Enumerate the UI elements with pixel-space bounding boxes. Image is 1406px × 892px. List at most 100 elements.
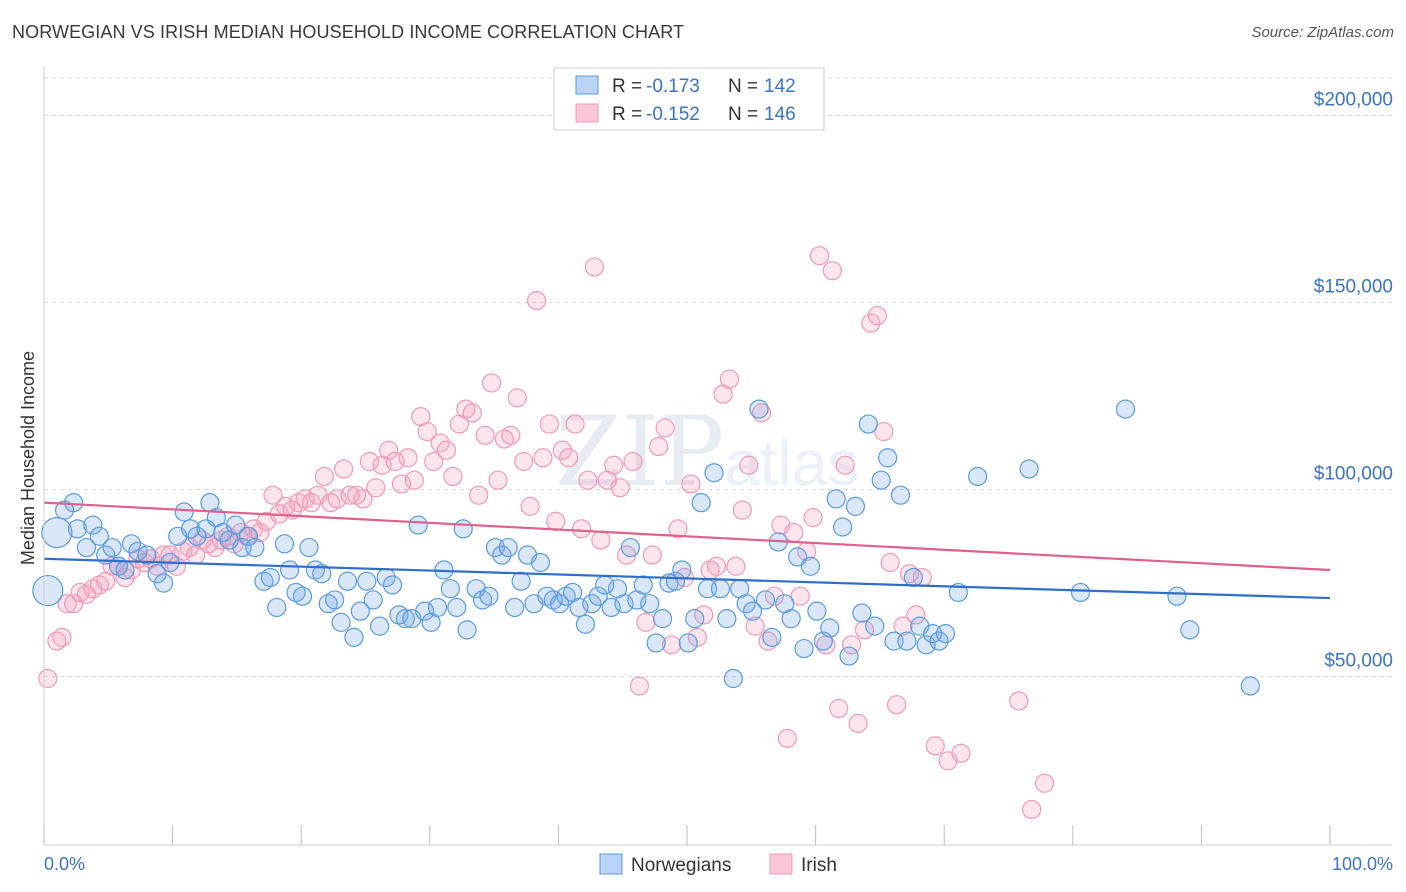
norwegian-point [614, 594, 634, 614]
y-tick-label: $50,000 [1324, 651, 1393, 672]
norwegian-point [382, 575, 403, 595]
norwegian-point [916, 635, 936, 655]
norwegian-point [736, 594, 756, 614]
irish-point [809, 246, 830, 266]
stats-n-label: N = [728, 104, 758, 125]
irish-point [404, 470, 424, 490]
legend-label-norwegians: Norwegians [631, 855, 731, 876]
norwegian-point [858, 414, 878, 434]
irish-point [507, 388, 527, 408]
watermark: ZIPatlas [555, 396, 859, 508]
irish-point [301, 493, 322, 513]
irish-point [250, 522, 270, 543]
norwegian-point [115, 560, 135, 580]
norwegian-point [440, 579, 460, 599]
irish-point [854, 620, 875, 640]
irish-point [1022, 799, 1042, 820]
norwegian-point [395, 609, 415, 629]
irish-point [732, 500, 752, 520]
norwegian-point [839, 646, 859, 666]
norwegian-point [1180, 620, 1200, 640]
irish-point [514, 451, 534, 472]
irish-point [951, 743, 971, 763]
irish-point [379, 440, 399, 460]
irish-point [867, 305, 887, 326]
norwegian-point [742, 601, 763, 621]
norwegian-point [601, 597, 621, 618]
norwegian-point [153, 573, 174, 593]
irish-point [629, 676, 650, 696]
axes [43, 66, 1392, 846]
norwegian-point [292, 586, 313, 606]
norwegian-point [710, 579, 731, 599]
norwegian-point [226, 515, 246, 535]
norwegian-point [852, 603, 872, 623]
norwegian-point [704, 463, 724, 483]
norwegian-point [121, 534, 142, 554]
irish-point [385, 451, 405, 472]
norwegian-point [331, 612, 351, 632]
norwegian-point [1115, 399, 1136, 419]
irish-point [52, 627, 72, 647]
norwegian-point [890, 485, 911, 505]
irish-point [829, 698, 849, 719]
irish-point [790, 586, 810, 606]
stats-r-label: R = [612, 76, 642, 97]
irish-point [835, 455, 855, 475]
irish-point [578, 470, 598, 490]
norwegian-point [865, 616, 885, 636]
irish-point [359, 451, 379, 472]
irish-point [874, 421, 894, 442]
irish-point [443, 466, 463, 487]
irish-points [38, 246, 1055, 820]
irish-point [353, 489, 373, 509]
legend-swatch-irish [769, 853, 793, 875]
irish-point [745, 616, 765, 636]
norwegian-point [897, 631, 917, 651]
irish-point [719, 369, 740, 389]
norwegian-point [102, 537, 122, 558]
norwegian-point [147, 564, 167, 584]
norwegian-point [363, 590, 383, 610]
irish-point [398, 448, 418, 468]
irish-point [57, 594, 77, 614]
irish-point [153, 545, 174, 565]
irish-point [391, 474, 412, 494]
irish-point [552, 440, 572, 460]
norwegian-point [652, 609, 673, 629]
norwegian-point [723, 668, 743, 689]
irish-point [848, 713, 868, 734]
norwegian-point [357, 571, 377, 591]
irish-point [436, 440, 457, 460]
norwegian-point [871, 470, 891, 490]
norwegian-point [479, 586, 499, 606]
irish-point [687, 627, 707, 647]
irish-point [430, 433, 450, 453]
irish-point [571, 519, 592, 539]
irish-point [649, 436, 669, 457]
norwegian-point [408, 515, 428, 535]
irish-point [906, 605, 926, 625]
irish-point [681, 474, 701, 494]
irish-point [546, 511, 566, 531]
norwegian-point [370, 616, 390, 636]
irish-point [784, 522, 804, 543]
irish-point [417, 421, 437, 442]
irish-point [565, 414, 585, 434]
irish-point [38, 668, 58, 689]
irish-point [501, 425, 521, 445]
norwegian-point [274, 534, 295, 554]
norwegian-point [672, 560, 692, 580]
norwegian-point [794, 638, 814, 659]
stats-n-label: N = [728, 76, 758, 97]
norwegian-point [755, 590, 776, 610]
norwegian-point [800, 556, 821, 576]
irish-point [475, 425, 495, 445]
norwegian-point [498, 537, 518, 558]
norwegian-point [762, 627, 782, 647]
irish-point [604, 455, 624, 475]
norwegian-point [457, 620, 477, 640]
norwegian-point [929, 631, 949, 651]
irish-point [533, 448, 553, 468]
norwegian-point [633, 575, 653, 595]
